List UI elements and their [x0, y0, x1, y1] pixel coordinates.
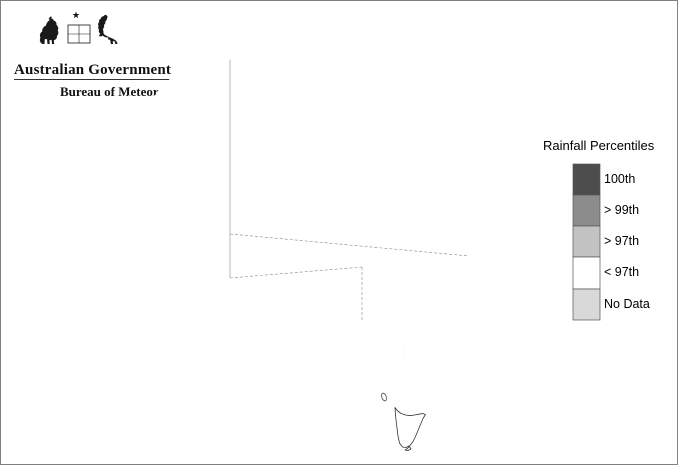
svg-text:< 97th: < 97th — [604, 265, 639, 279]
svg-text:100th: 100th — [604, 172, 635, 186]
svg-text:> 99th: > 99th — [604, 203, 639, 217]
svg-text:Rainfall Percentiles: Rainfall Percentiles — [543, 138, 655, 153]
svg-text:No Data: No Data — [604, 297, 650, 311]
svg-text:> 97th: > 97th — [604, 234, 639, 248]
